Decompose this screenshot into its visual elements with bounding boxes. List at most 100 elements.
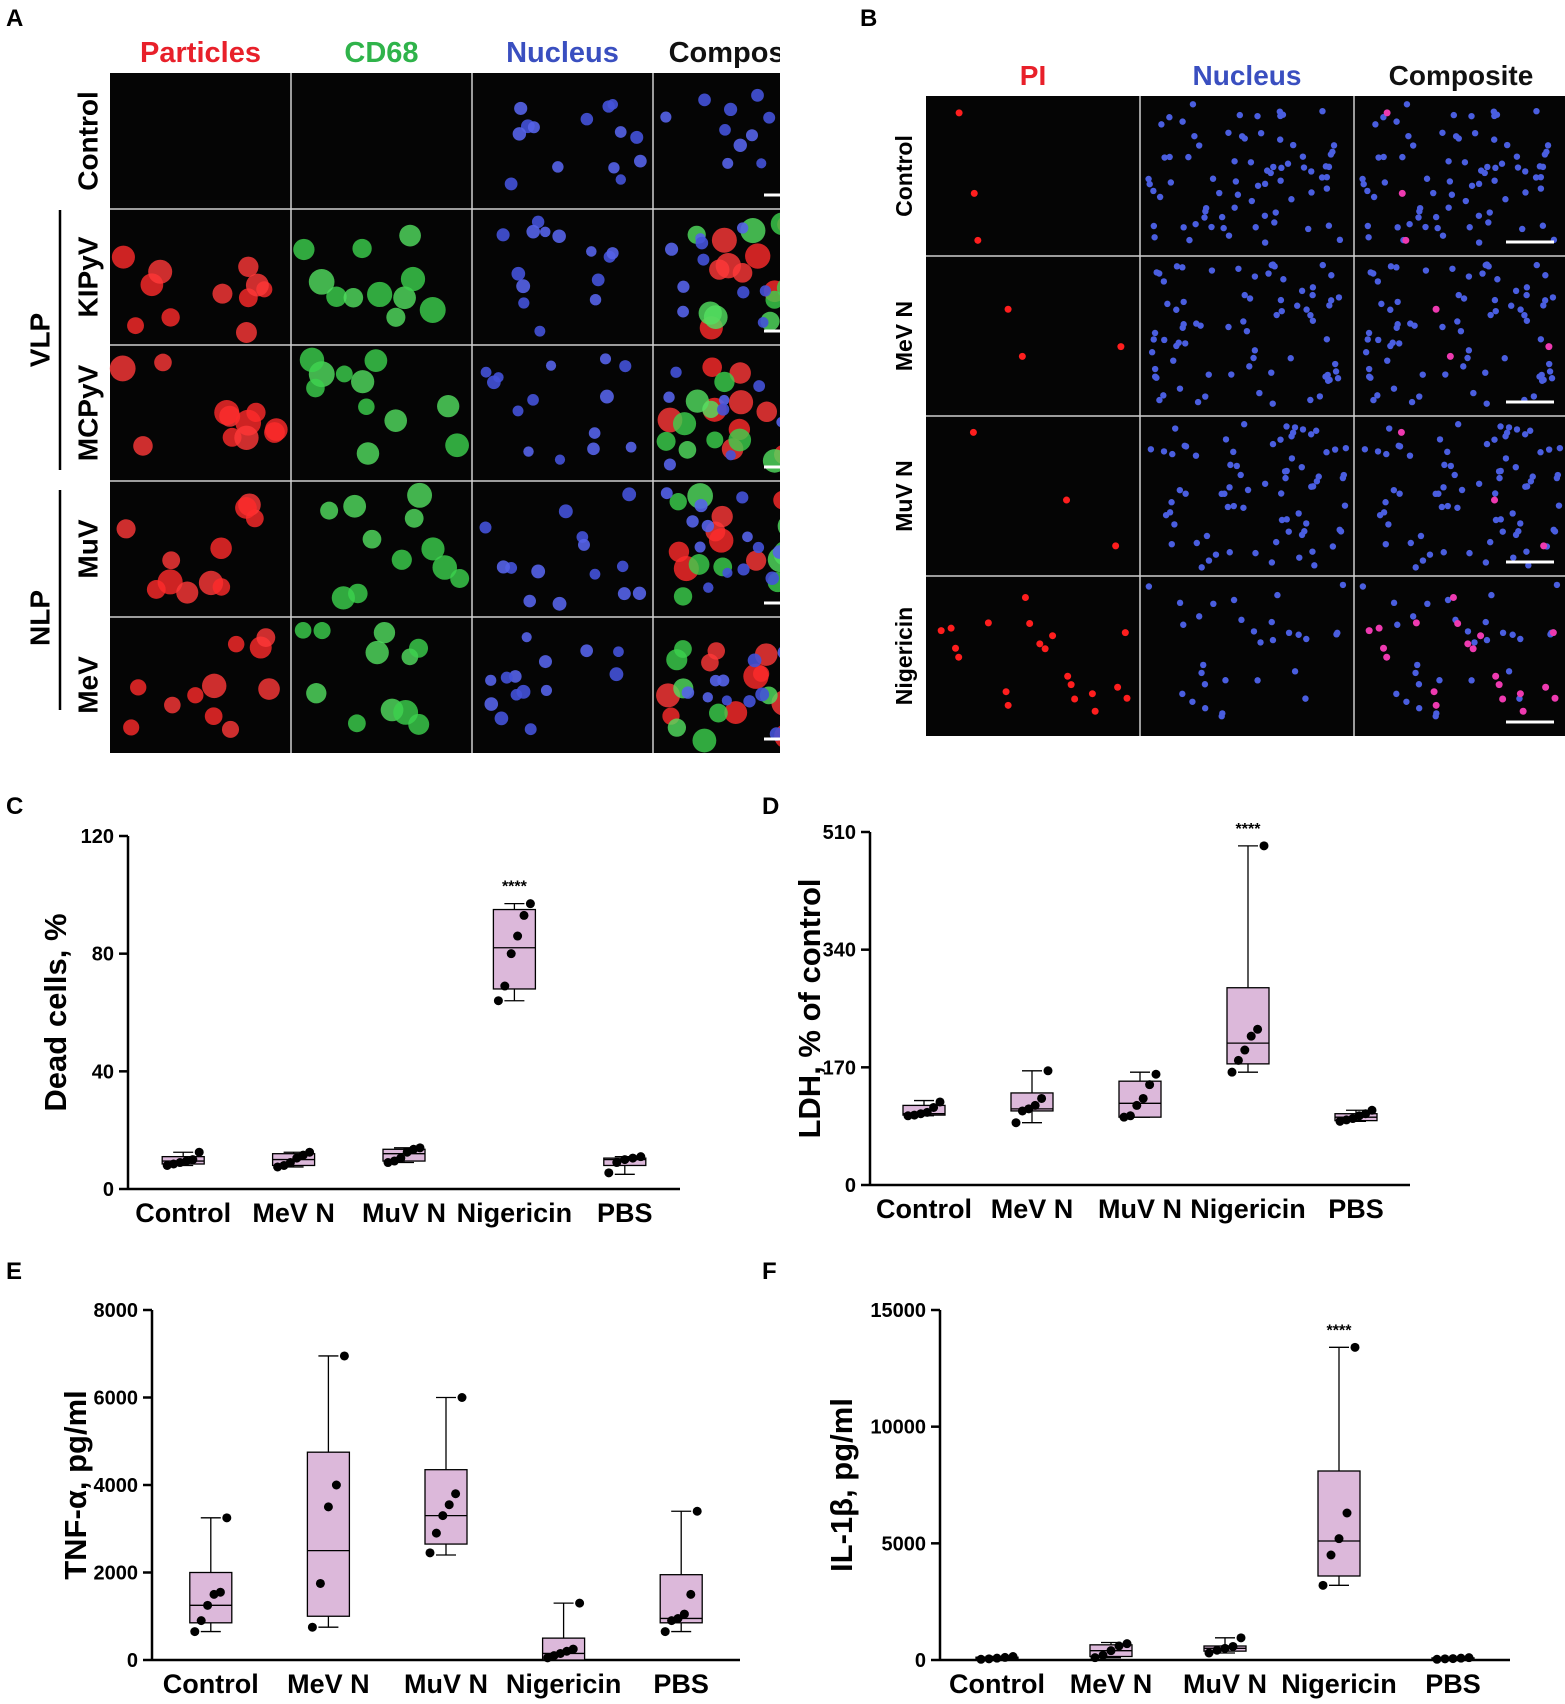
data-point (568, 1644, 578, 1654)
nucleus-dot (1375, 154, 1382, 161)
nucleus-dot (1151, 365, 1159, 373)
nucleus-dot (1549, 294, 1557, 301)
data-point (1122, 1639, 1132, 1649)
nucleus-dot (1543, 148, 1550, 156)
data-point (1246, 1031, 1256, 1041)
data-point (1350, 1342, 1360, 1352)
nucleus-dot (1533, 261, 1540, 269)
nucleus-dot (694, 498, 708, 513)
nucleus-dot (1405, 132, 1412, 140)
cd68-cell (343, 287, 364, 308)
x-tick-label: Control (163, 1669, 259, 1699)
nucleus-dot (698, 93, 711, 107)
nucleus-dot (1156, 193, 1164, 201)
row-label: Control (72, 91, 103, 191)
data-point (444, 1500, 454, 1510)
nucleus-dot (586, 246, 597, 257)
nucleus-dot (1365, 329, 1373, 337)
nucleus-dot (634, 154, 647, 168)
nucleus-dot (1181, 442, 1188, 449)
cd68-cell (437, 395, 460, 418)
nucleus-dot (1298, 463, 1305, 471)
nucleus-dot (1205, 557, 1213, 564)
nucleus-dot (1201, 214, 1208, 221)
nucleus-dot (1542, 272, 1549, 279)
y-tick-label: 170 (823, 1057, 856, 1079)
nucleus-dot (745, 129, 759, 142)
nucleus-dot (686, 515, 699, 528)
particle-cell (127, 317, 144, 335)
micrograph-tile (1140, 416, 1354, 576)
nucleus-dot (1160, 448, 1168, 455)
nucleus-dot (1312, 427, 1320, 434)
nucleus-dot (615, 174, 627, 185)
nucleus-dot (1419, 371, 1426, 378)
particle-cell (130, 679, 147, 696)
pi-dot (984, 619, 992, 627)
data-point (1236, 1633, 1246, 1643)
nucleus-dot (552, 229, 566, 243)
nucleus-dot (1254, 677, 1261, 684)
row-label: MeV (72, 656, 103, 714)
x-tick-label: PBS (653, 1669, 709, 1699)
nucleus-dot (1466, 224, 1473, 231)
particle-cell (116, 519, 136, 539)
cd68-cell (351, 370, 375, 394)
nucleus-dot (1455, 291, 1462, 299)
chart-tnf-alpha: 0 2000 4000 6000 8000 TNF-α, pg/ml Control MeV … (58, 1300, 740, 1699)
nucleus-dot (1360, 180, 1367, 188)
nucleus-dot (1261, 239, 1269, 246)
data-point (673, 1613, 683, 1623)
nucleus-dot (1231, 204, 1238, 211)
cd68-cell (706, 431, 724, 449)
y-tick-label: 80 (92, 944, 114, 966)
nucleus-dot (1291, 668, 1299, 675)
particle-cell (202, 673, 227, 699)
nucleus-dot (1194, 398, 1202, 406)
nucleus-dot (1151, 234, 1158, 241)
particle-cell (715, 253, 742, 279)
nucleus-dot (1237, 471, 1244, 479)
y-tick-label: 5000 (882, 1533, 927, 1555)
y-axis-label: IL-1β, pg/ml (824, 1398, 859, 1572)
data-point (1259, 841, 1269, 851)
cd68-cell (352, 238, 372, 259)
nucleus-dot (1189, 101, 1197, 108)
nucleus-dot (1446, 178, 1454, 185)
data-point (620, 1155, 630, 1165)
nucleus-dot (1295, 510, 1302, 517)
pi-dot (1002, 688, 1010, 696)
nucleus-dot (718, 394, 730, 406)
pi-dot (1114, 683, 1122, 691)
cd68-cell (365, 640, 389, 665)
data-point (457, 1393, 467, 1402)
nucleus-dot (703, 582, 714, 593)
x-tick-label: MeV N (252, 1198, 335, 1228)
nucleus-dot (1148, 349, 1156, 356)
nucleus-dot (1372, 121, 1379, 128)
nucleus-dot (1394, 224, 1401, 231)
nucleus-dot (1464, 354, 1471, 362)
nucleus-dot (1412, 564, 1419, 571)
nucleus-dot (1475, 480, 1483, 487)
nucleus-dot (1434, 224, 1441, 232)
x-tick-label: MeV N (991, 1194, 1074, 1224)
nucleus-dot (1374, 392, 1381, 399)
nucleus-dot (1308, 189, 1315, 196)
nucleus-dot (1532, 174, 1540, 181)
group-label-vlp: VLP (24, 313, 55, 367)
nucleus-dot (512, 405, 524, 417)
data-point (922, 1107, 932, 1117)
nucleus-dot (681, 686, 695, 699)
nucleus-dot (1180, 621, 1187, 628)
pi-dot (1004, 305, 1012, 313)
nucleus-dot (1218, 213, 1226, 221)
cd68-cell (407, 482, 433, 508)
nucleus-dot (1218, 490, 1225, 498)
nucleus-dot (1322, 163, 1330, 170)
nucleus-dot (1176, 599, 1184, 607)
nucleus-dot (1168, 540, 1175, 548)
micrograph-tile (472, 73, 653, 209)
nucleus-dot (1277, 436, 1284, 443)
nucleus-dot (663, 391, 675, 403)
